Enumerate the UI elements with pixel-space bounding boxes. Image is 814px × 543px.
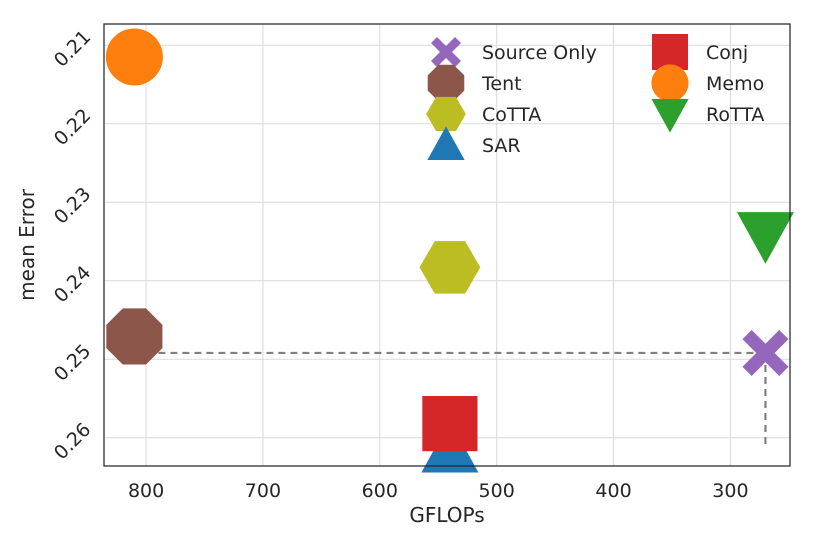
reference-lines	[134, 351, 767, 448]
y-tick-label: 0.25	[50, 340, 95, 385]
legend-item-cotta: CoTTA	[426, 96, 541, 132]
legend-marker-tent-shape	[427, 64, 465, 102]
x-tick-labels: 800 700 600 500 400 300	[128, 480, 749, 502]
legend-label-sar: SAR	[482, 135, 521, 157]
point-conj-shape	[422, 396, 478, 452]
legend-label-source-only: Source Only	[482, 42, 597, 64]
x-tick-label: 800	[128, 480, 164, 502]
y-tick-label: 0.23	[50, 183, 95, 228]
point-source-only	[742, 329, 789, 376]
legend-marker-conj-shape	[652, 34, 688, 70]
point-rotta-shape	[736, 212, 794, 264]
x-tick-label: 700	[245, 480, 281, 502]
legend-marker-source-only	[431, 37, 461, 67]
legend-item-tent: Tent	[427, 64, 522, 102]
legend-label-rotta: RoTTA	[706, 104, 764, 126]
legend-item-rotta: RoTTA	[651, 99, 764, 133]
point-conj	[422, 396, 478, 452]
legend-marker-rotta-shape	[651, 99, 689, 133]
point-rotta	[736, 212, 794, 264]
point-cotta-shape	[419, 241, 481, 294]
point-memo-shape	[105, 28, 163, 86]
legend-label-memo: Memo	[706, 73, 764, 95]
data-points	[105, 28, 794, 473]
legend-marker-rotta	[651, 99, 689, 133]
legend-item-sar: SAR	[427, 126, 521, 160]
legend-marker-cotta-shape	[426, 96, 466, 132]
point-tent	[106, 308, 163, 365]
legend-marker-sar-shape	[427, 126, 465, 160]
y-tick-label: 0.26	[50, 419, 95, 464]
legend-marker-memo-shape	[651, 64, 689, 102]
legend: Source Only Tent CoTTA SAR Conj Memo RoTTA	[426, 34, 764, 160]
legend-item-memo: Memo	[651, 64, 764, 102]
y-axis-label: mean Error	[15, 188, 39, 301]
legend-label-conj: Conj	[706, 42, 748, 64]
legend-marker-source-only-shape	[431, 37, 461, 67]
x-tick-label: 500	[479, 480, 515, 502]
point-tent-shape	[106, 308, 163, 365]
x-axis-label: GFLOPs	[409, 503, 484, 527]
x-tick-label: 600	[362, 480, 398, 502]
y-tick-label: 0.24	[50, 262, 95, 307]
y-tick-label: 0.21	[50, 26, 95, 71]
legend-marker-tent	[427, 64, 465, 102]
y-tick-labels: 0.21 0.22 0.23 0.24 0.25 0.26	[50, 26, 95, 464]
point-cotta	[419, 241, 481, 294]
plot-frame	[103, 23, 791, 467]
legend-marker-conj	[652, 34, 688, 70]
point-source-only-shape	[742, 329, 789, 376]
y-tick-label: 0.22	[50, 105, 95, 150]
x-tick-label: 400	[595, 480, 631, 502]
legend-item-source-only: Source Only	[431, 37, 597, 67]
legend-label-tent: Tent	[481, 73, 522, 95]
legend-item-conj: Conj	[652, 34, 748, 70]
grid	[104, 24, 790, 466]
legend-marker-memo	[651, 64, 689, 102]
legend-label-cotta: CoTTA	[482, 104, 541, 126]
point-memo	[105, 28, 163, 86]
legend-marker-cotta	[426, 96, 466, 132]
x-tick-label: 300	[712, 480, 748, 502]
legend-marker-sar	[427, 126, 465, 160]
